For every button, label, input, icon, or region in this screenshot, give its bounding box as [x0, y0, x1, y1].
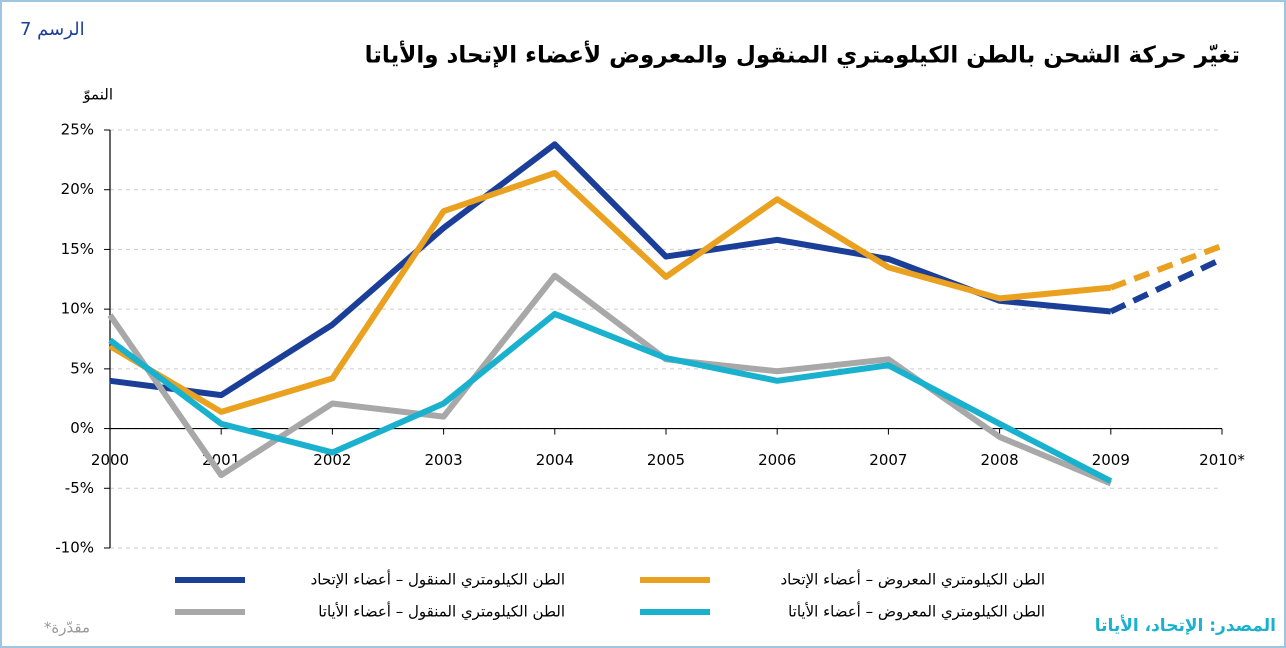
y-axis-label: النموّ	[82, 86, 113, 104]
x-tick-label: 2003	[425, 451, 463, 469]
y-tick-label: 25%	[61, 121, 94, 139]
legend-label: الطن الكيلومتري المنقول – أعضاء الإتحاد	[311, 570, 565, 590]
x-tick-label: 2010*	[1199, 451, 1245, 469]
figure-label: الرسم 7	[20, 19, 85, 40]
y-tick-label: 10%	[61, 300, 94, 318]
x-tick-label: 2007	[869, 451, 907, 469]
line-series-projected	[1109, 243, 1224, 291]
y-tick-label: 15%	[61, 240, 94, 258]
x-tick-label: 2004	[536, 451, 574, 469]
y-tick-label: 5%	[70, 359, 94, 377]
source: المصدر: الإتحاد، الأياتا	[1095, 615, 1276, 636]
line-series-projected	[1109, 256, 1224, 315]
chart-title: تغيّر حركة الشحن بالطن الكيلومتري المنقو…	[365, 40, 1240, 69]
x-tick-label: 2005	[647, 451, 685, 469]
x-tick-label: 2002	[313, 451, 351, 469]
x-tick-label: 2008	[981, 451, 1019, 469]
legend-label: الطن الكيلومتري المعروض – أعضاء الإتحاد	[780, 570, 1045, 590]
x-tick-label: 2009	[1092, 451, 1130, 469]
legend-label: الطن الكيلومتري المنقول – أعضاء الأياتا	[318, 602, 565, 622]
y-tick-label: 0%	[70, 419, 94, 437]
y-tick-label: -10%	[55, 539, 94, 557]
x-tick-label: 2000	[91, 451, 129, 469]
line-series	[108, 310, 1113, 484]
y-tick-label: 20%	[61, 180, 94, 198]
line-series	[108, 169, 1112, 415]
x-tick-label: 2006	[758, 451, 796, 469]
y-tick-label: -5%	[65, 479, 94, 497]
footnote: *مقدّرة	[44, 619, 90, 637]
legend-label: الطن الكيلومتري المعروض – أعضاء الأياتا	[788, 602, 1045, 622]
